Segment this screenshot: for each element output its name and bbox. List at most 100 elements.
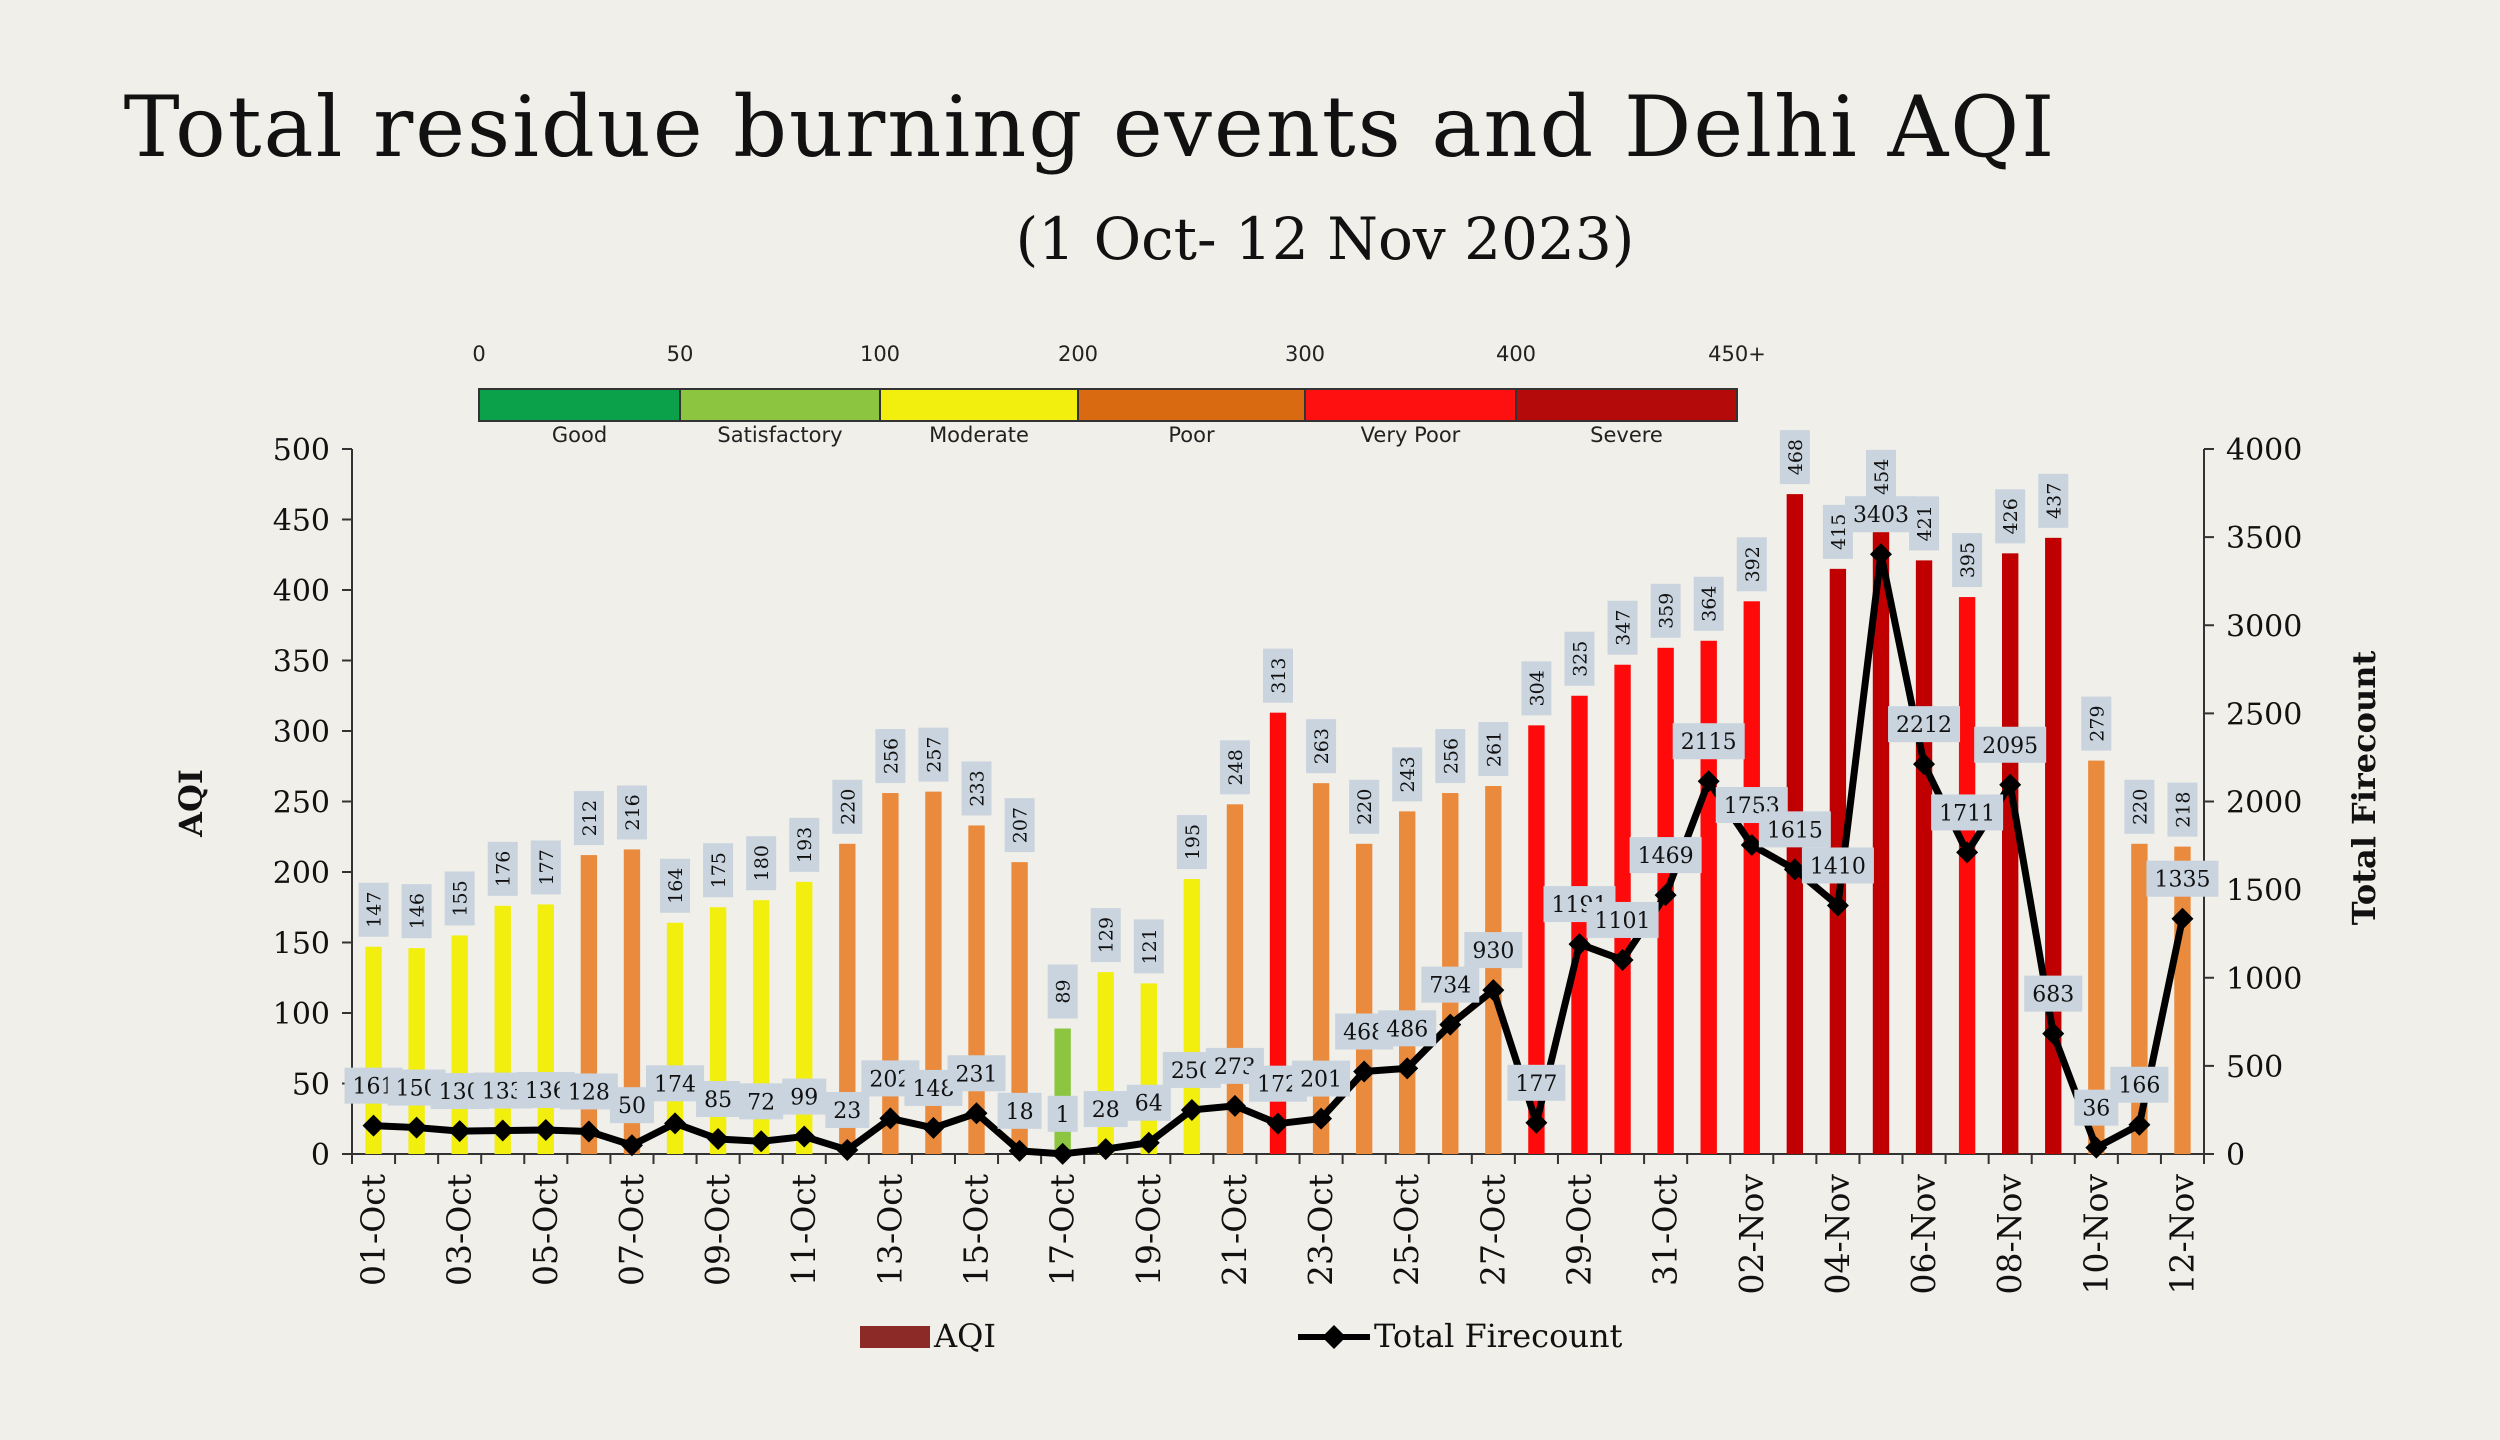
firecount-marker <box>1439 1013 1462 1036</box>
firecount-value-label: 50 <box>618 1094 646 1119</box>
firecount-value-label: 18 <box>1006 1100 1034 1125</box>
firecount-marker <box>1094 1138 1117 1161</box>
aqi-value-label: 220 <box>837 789 859 825</box>
firecount-value-label: 231 <box>956 1062 998 1087</box>
aqi-label-box <box>1478 721 1509 776</box>
scale-tick-label: 400 <box>1496 342 1536 366</box>
y-tick-label: 450 <box>273 504 330 539</box>
aqi-label-box <box>2081 696 2112 751</box>
y2-tick-label: 2500 <box>2226 697 2302 732</box>
firecount-label-box <box>1507 1064 1566 1101</box>
firecount-label-box <box>559 1073 618 1110</box>
firecount-label-box <box>2024 975 2083 1012</box>
aqi-label-box <box>1219 740 1250 795</box>
aqi-label-box <box>1047 964 1078 1019</box>
aqi-bar <box>1700 640 1717 1154</box>
aqi-label-box <box>1090 908 1121 963</box>
firecount-value-label: 2115 <box>1681 730 1737 755</box>
aqi-value-label: 313 <box>1268 658 1290 694</box>
x-tick-label: 04-Nov <box>1818 1174 1857 1295</box>
firecount-label-box <box>1126 1084 1171 1121</box>
aqi-bar <box>494 905 511 1154</box>
firecount-marker <box>1783 858 1806 881</box>
aqi-value-label: 216 <box>622 794 644 830</box>
firecount-value-label: 174 <box>654 1072 696 1097</box>
firecount-label-box <box>1974 726 2047 763</box>
aqi-value-label: 147 <box>364 892 386 928</box>
firecount-value-label: 1469 <box>1638 844 1694 869</box>
firecount-label-box <box>1292 1060 1351 1097</box>
firecount-marker <box>664 1112 687 1135</box>
aqi-value-label: 176 <box>493 851 515 887</box>
aqi-bar <box>1571 695 1588 1154</box>
firecount-label-box <box>1888 706 1961 743</box>
aqi-label-box <box>1607 600 1638 655</box>
aqi-value-label: 177 <box>536 849 558 885</box>
firecount-value-label: 133 <box>482 1080 524 1105</box>
aqi-label-box <box>1779 430 1810 485</box>
firecount-label-box <box>782 1078 827 1115</box>
aqi-value-label: 256 <box>880 738 902 774</box>
aqi-value-label: 437 <box>2043 483 2065 519</box>
x-tick-label: 21-Oct <box>1215 1174 1254 1286</box>
firecount-value-label: 130 <box>439 1080 481 1105</box>
y-tick-label: 0 <box>311 1138 330 1173</box>
aqi-value-label: 164 <box>665 868 687 904</box>
aqi-value-label: 304 <box>1526 670 1548 706</box>
aqi-value-label: 392 <box>1742 546 1764 582</box>
aqi-value-label: 347 <box>1613 610 1635 646</box>
aqi-bar <box>1743 601 1760 1154</box>
firecount-label-box <box>947 1055 1006 1092</box>
firecount-marker <box>750 1130 773 1153</box>
aqi-value-label: 263 <box>1311 728 1333 764</box>
firecount-label-box <box>1758 811 1831 848</box>
aqi-label-box <box>1736 537 1767 592</box>
aqi-value-label: 359 <box>1656 593 1678 629</box>
firecount-value-label: 148 <box>912 1077 954 1102</box>
aqi-value-label: 421 <box>1914 505 1936 541</box>
firecount-marker <box>1913 753 1936 776</box>
scale-band <box>478 388 681 422</box>
scale-tick-label: 50 <box>667 342 694 366</box>
aqi-label-box <box>401 884 432 939</box>
aqi-label-box <box>918 727 949 782</box>
aqi-value-label: 218 <box>2172 791 2194 827</box>
aqi-label-box <box>1435 729 1466 784</box>
firecount-value-label: 99 <box>790 1086 818 1111</box>
aqi-value-label: 257 <box>923 736 945 772</box>
aqi-label-box <box>1952 533 1983 588</box>
aqi-value-label: 279 <box>2086 705 2108 741</box>
aqi-value-label: 212 <box>579 800 601 836</box>
firecount-label-box <box>646 1065 705 1102</box>
aqi-label-box <box>746 836 777 891</box>
firecount-marker <box>1697 770 1720 793</box>
firecount-value-label: 128 <box>568 1080 610 1105</box>
firecount-value-label: 468 <box>1343 1021 1385 1046</box>
firecount-marker <box>362 1114 385 1137</box>
firecount-value-label: 136 <box>525 1079 567 1104</box>
aqi-bar <box>1011 862 1028 1154</box>
firecount-value-label: 23 <box>833 1099 861 1124</box>
firecount-value-label: 2095 <box>1982 734 2038 759</box>
firecount-marker <box>922 1116 945 1139</box>
firecount-marker <box>1482 979 1505 1002</box>
firecount-marker <box>1008 1139 1031 1162</box>
aqi-label-box <box>1349 779 1380 834</box>
aqi-label-box <box>1133 919 1164 974</box>
aqi-label-box <box>1650 583 1681 638</box>
firecount-marker <box>2171 907 2194 930</box>
y2-tick-label: 500 <box>2226 1050 2283 1085</box>
firecount-marker <box>1611 948 1634 971</box>
aqi-value-label: 129 <box>1096 917 1118 953</box>
firecount-label-box <box>1844 496 1917 533</box>
firecount-marker <box>1956 841 1979 864</box>
scale-band-label: Satisfactory <box>717 423 842 447</box>
aqi-bar <box>1958 597 1976 1154</box>
aqi-bar <box>623 849 641 1154</box>
firecount-value-label: 161 <box>353 1075 395 1100</box>
aqi-value-label: 180 <box>751 845 773 881</box>
x-tick-label: 02-Nov <box>1732 1174 1771 1295</box>
x-tick-label: 12-Nov <box>2162 1174 2201 1295</box>
scale-band <box>879 388 1079 422</box>
